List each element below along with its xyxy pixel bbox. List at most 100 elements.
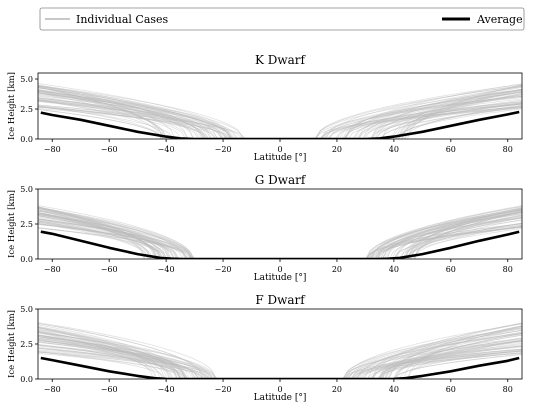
- x-tick-label: 80: [503, 145, 513, 154]
- case-line: [38, 207, 157, 259]
- case-line: [360, 352, 522, 379]
- case-line: [378, 352, 522, 379]
- case-line: [38, 218, 154, 259]
- case-line: [376, 210, 522, 259]
- case-line: [410, 219, 522, 259]
- case-line: [38, 100, 182, 139]
- case-line: [377, 340, 522, 379]
- average-line: [40, 356, 520, 379]
- case-line: [38, 214, 167, 259]
- case-line: [38, 92, 239, 139]
- case-line: [398, 93, 522, 139]
- case-line: [358, 327, 522, 379]
- x-tick-label: 0: [277, 385, 282, 394]
- case-line: [398, 106, 522, 139]
- case-line: [38, 208, 171, 259]
- case-line: [355, 344, 522, 379]
- x-axis-label: Latitude [°]: [254, 273, 307, 283]
- case-line: [385, 207, 522, 259]
- case-line: [370, 208, 522, 259]
- case-line: [347, 102, 522, 139]
- case-line: [315, 85, 522, 139]
- case-line: [328, 101, 522, 139]
- case-line: [38, 218, 190, 259]
- legend: Individual Cases Average: [39, 7, 525, 31]
- x-tick-label: 40: [389, 265, 399, 274]
- case-line: [38, 336, 182, 379]
- case-line: [380, 107, 522, 139]
- case-line: [38, 336, 157, 379]
- x-tick-label: −40: [158, 385, 175, 394]
- case-line: [395, 208, 522, 259]
- case-line: [375, 212, 522, 259]
- case-line: [38, 351, 204, 379]
- case-line: [38, 325, 186, 379]
- x-tick-label: −20: [215, 265, 232, 274]
- case-line: [38, 104, 243, 139]
- y-tick-label: 0.0: [20, 375, 33, 384]
- case-line: [314, 89, 522, 139]
- case-line: [376, 224, 522, 259]
- x-tick-label: 80: [503, 265, 513, 274]
- case-line: [38, 336, 183, 379]
- case-line: [412, 225, 522, 259]
- case-line: [334, 103, 522, 139]
- case-line: [367, 209, 522, 259]
- case-line: [38, 337, 199, 379]
- case-line: [38, 94, 208, 139]
- case-line: [356, 329, 522, 379]
- case-line: [391, 211, 522, 259]
- case-line: [389, 217, 522, 259]
- case-line: [358, 103, 522, 139]
- x-tick-label: −40: [158, 145, 175, 154]
- case-line: [38, 99, 187, 139]
- case-line: [314, 83, 522, 139]
- case-line: [395, 90, 522, 139]
- case-line: [345, 91, 522, 139]
- case-line: [38, 89, 210, 139]
- case-line: [38, 106, 229, 139]
- case-line: [404, 88, 522, 139]
- case-line: [38, 346, 189, 379]
- case-line: [38, 90, 205, 139]
- case-line: [366, 226, 522, 259]
- case-line: [38, 341, 202, 379]
- case-line: [385, 325, 522, 379]
- case-line: [397, 88, 522, 139]
- y-tick-label: 2.5: [20, 220, 33, 229]
- case-line: [414, 214, 522, 259]
- case-line: [374, 91, 522, 139]
- case-line: [38, 335, 186, 379]
- case-line: [314, 95, 522, 139]
- case-line: [38, 209, 170, 259]
- case-line: [38, 92, 207, 139]
- case-line: [38, 109, 162, 139]
- case-line: [38, 215, 176, 259]
- x-tick-label: −20: [215, 385, 232, 394]
- case-line: [38, 223, 188, 259]
- case-line: [372, 216, 522, 259]
- case-line: [387, 331, 522, 379]
- case-line: [381, 329, 522, 379]
- case-line: [398, 349, 522, 379]
- x-tick-label: −40: [158, 265, 175, 274]
- case-line: [38, 91, 212, 139]
- y-tick-label: 2.5: [20, 105, 33, 114]
- case-line: [38, 86, 164, 139]
- case-line: [319, 106, 522, 139]
- case-line: [354, 91, 522, 139]
- case-line: [38, 327, 161, 379]
- case-line: [38, 328, 178, 379]
- case-line: [38, 221, 166, 259]
- case-line: [38, 330, 170, 379]
- case-line: [344, 90, 522, 139]
- case-line: [38, 84, 203, 139]
- case-line: [38, 105, 162, 139]
- individual-cases: [38, 205, 522, 259]
- x-tick-label: 80: [503, 385, 513, 394]
- case-line: [38, 220, 164, 259]
- case-line: [38, 330, 191, 379]
- panel-title: G Dwarf: [255, 173, 307, 187]
- case-line: [38, 212, 178, 259]
- case-line: [38, 326, 181, 379]
